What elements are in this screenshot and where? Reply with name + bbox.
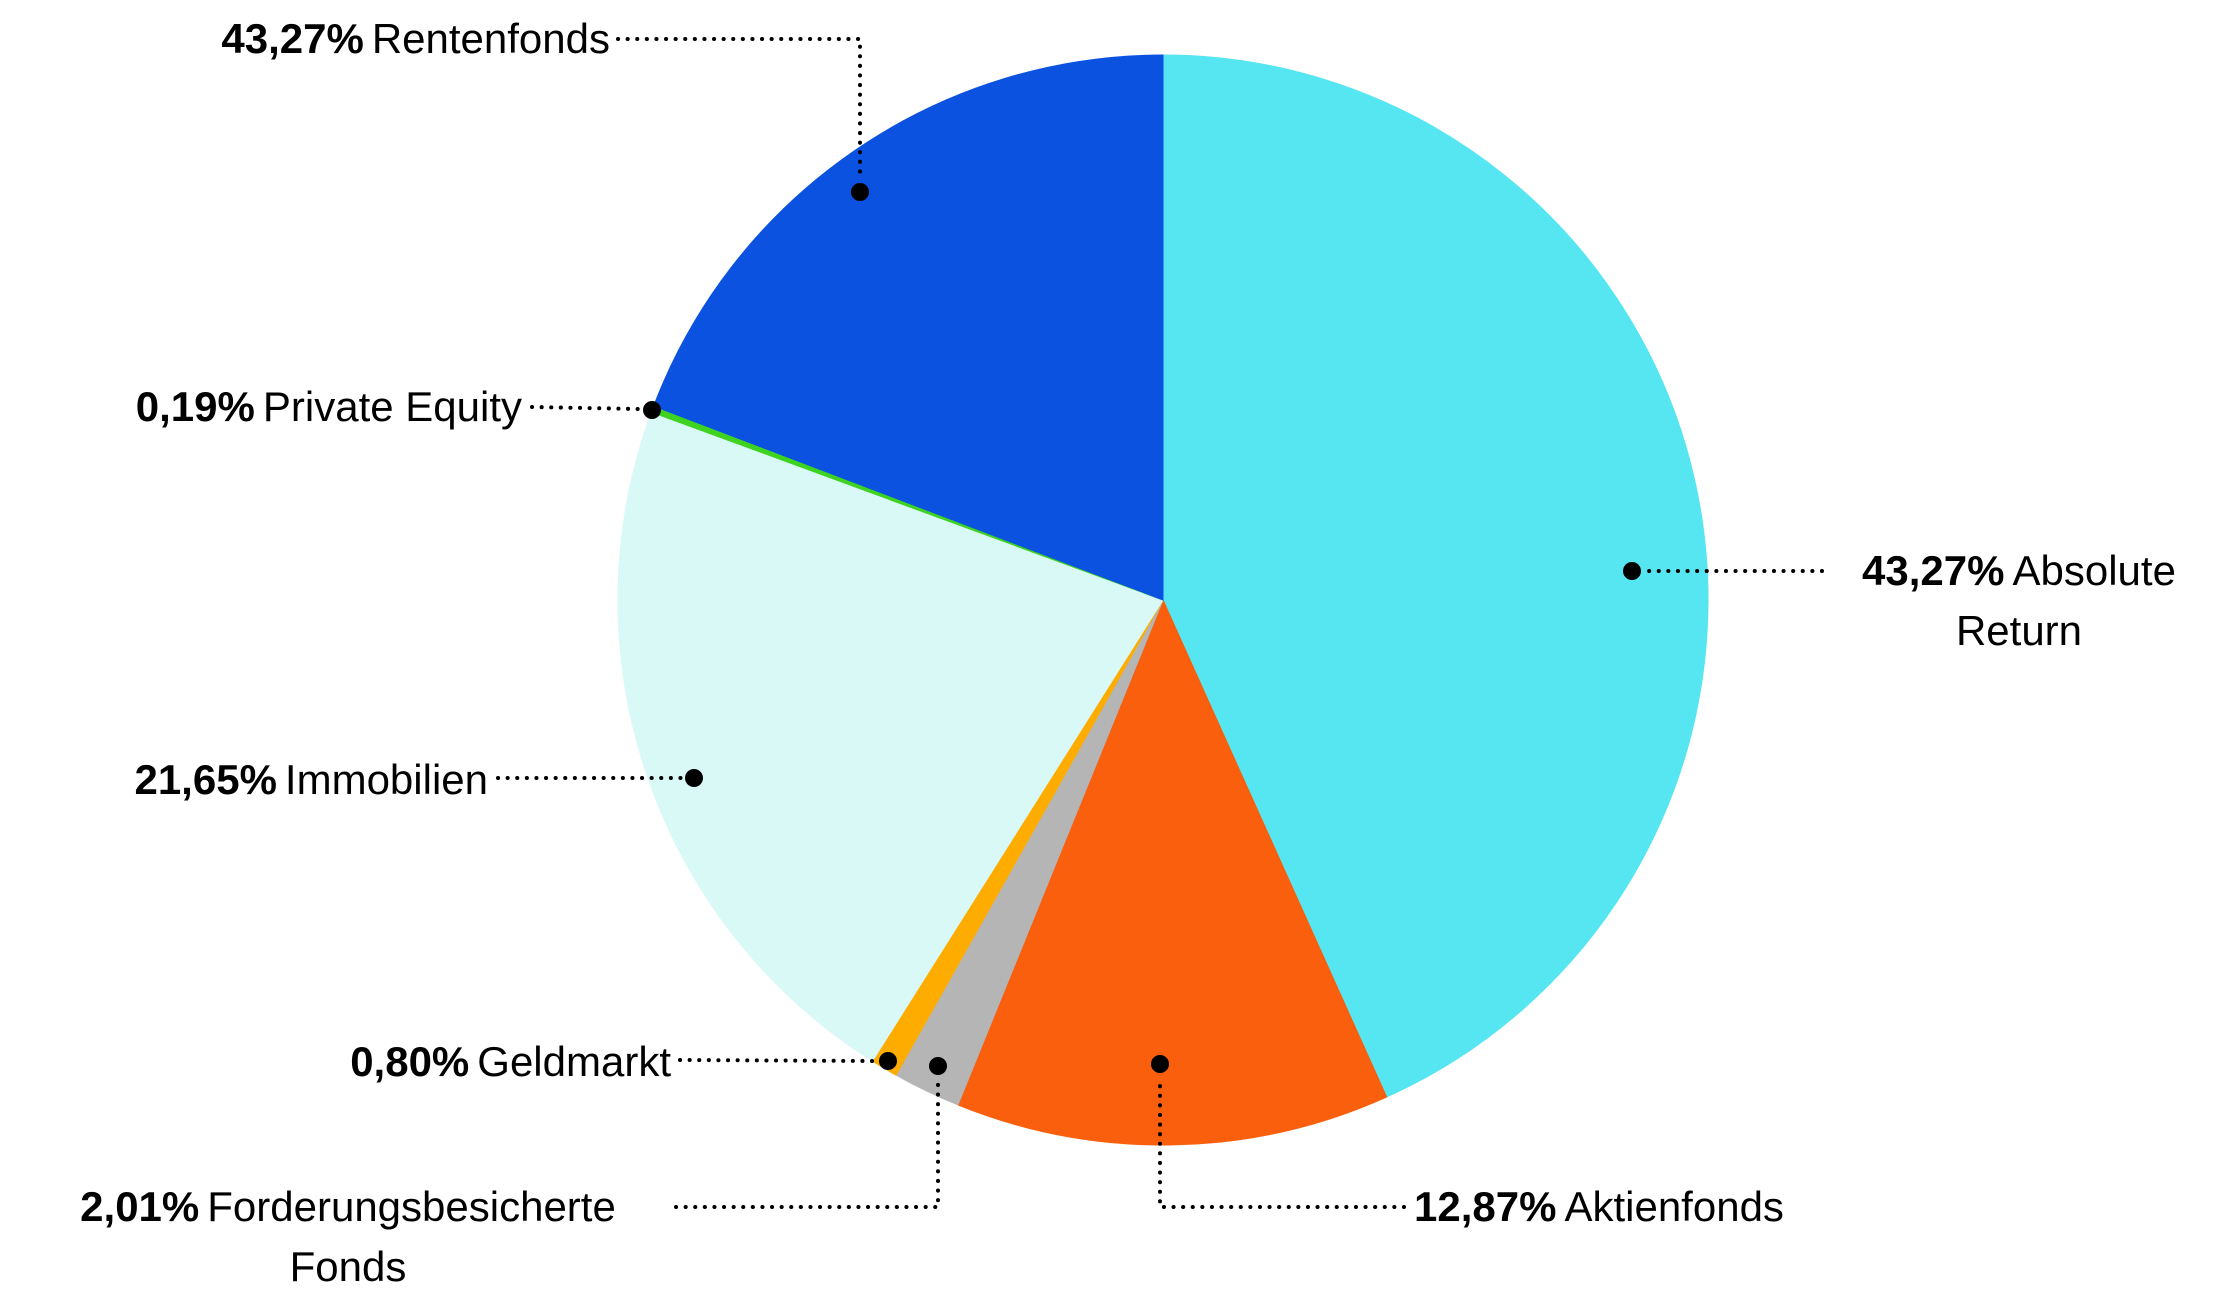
leader-line-private-equity	[530, 405, 642, 411]
label-absolute-return-name: Absolute Return	[1955, 547, 2176, 654]
label-immobilien-name: Immobilien	[284, 756, 488, 803]
leader-dot-aktienfonds	[1151, 1055, 1169, 1073]
leader-dot-immobilien	[685, 769, 703, 787]
leader-dot-private-equity	[643, 401, 661, 419]
label-rentenfonds: 43,27% Rentenfonds	[86, 9, 610, 69]
label-rentenfonds-value: 43,27%	[221, 15, 364, 62]
pie-slice-rentenfonds	[653, 54, 1164, 601]
label-aktienfonds-name: Aktienfonds	[1564, 1183, 1784, 1230]
leader-line-forderungsbesicherte-fonds	[674, 1078, 940, 1209]
label-private-equity-value: 0,19%	[135, 383, 255, 430]
label-forderungsbesicherte-fonds: 2,01% Forderungsbesicherte Fonds	[28, 1177, 668, 1292]
pie-slice-aktienfonds	[957, 598, 1388, 1146]
label-geldmarkt-value: 0,80%	[350, 1038, 470, 1085]
label-aktienfonds: 12,87% Aktienfonds	[1414, 1177, 1884, 1237]
leader-dot-geldmarkt	[879, 1052, 897, 1070]
label-forderungsbesicherte-fonds-name: Forderungsbesicherte Fonds	[207, 1183, 616, 1290]
leader-dot-rentenfonds	[851, 183, 869, 201]
leader-dot-forderungsbesicherte-fonds	[929, 1057, 947, 1075]
label-private-equity: 0,19% Private Equity	[40, 377, 522, 437]
label-absolute-return: 43,27% Absolute Return	[1828, 541, 2210, 661]
leader-dot-absolute-return	[1623, 562, 1641, 580]
label-absolute-return-value: 43,27%	[1862, 547, 2005, 594]
leader-lines-group	[496, 37, 1824, 1209]
label-forderungsbesicherte-fonds-value: 2,01%	[80, 1183, 200, 1230]
leader-line-rentenfonds	[616, 37, 862, 180]
label-private-equity-name: Private Equity	[262, 383, 522, 430]
label-immobilien: 21,65% Immobilien	[48, 750, 488, 810]
label-geldmarkt-name: Geldmarkt	[477, 1038, 671, 1085]
pie-slice-immobilien	[617, 411, 1164, 1062]
label-aktienfonds-value: 12,87%	[1414, 1183, 1557, 1230]
pie-slices-group	[617, 54, 1709, 1146]
label-geldmarkt: 0,80% Geldmarkt	[260, 1032, 671, 1092]
label-rentenfonds-name: Rentenfonds	[371, 15, 610, 62]
leader-line-geldmarkt	[678, 1058, 878, 1063]
pie-slice-absolute-return	[1162, 54, 1709, 1098]
label-immobilien-value: 21,65%	[134, 756, 277, 803]
